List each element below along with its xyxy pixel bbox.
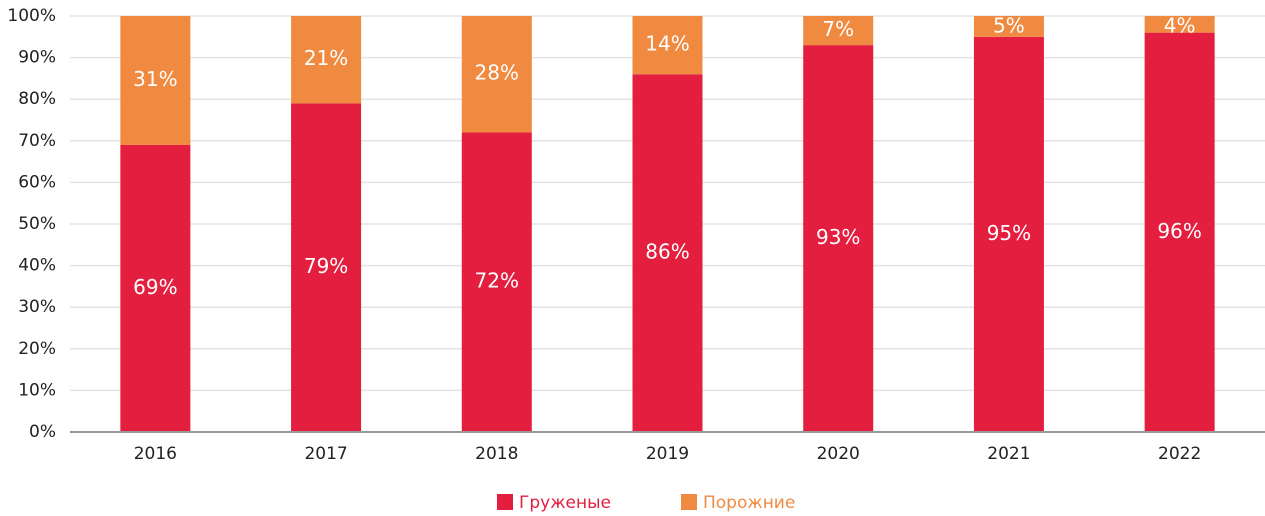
legend-swatch <box>681 494 697 510</box>
x-tick-label: 2019 <box>646 444 689 464</box>
bar-segment <box>973 16 1044 37</box>
y-tick-label: 100% <box>7 6 56 26</box>
bar-segment <box>120 144 191 432</box>
bar-segment <box>1144 32 1215 432</box>
bar-segment <box>1144 16 1215 33</box>
data-label: 72% <box>475 269 519 293</box>
x-tick-label: 2016 <box>134 444 177 464</box>
bar-segment <box>803 16 874 46</box>
x-tick-label: 2018 <box>475 444 518 464</box>
data-label: 14% <box>645 32 689 56</box>
x-tick-label: 2021 <box>987 444 1030 464</box>
y-tick-label: 20% <box>18 339 56 359</box>
data-label: 93% <box>816 225 860 249</box>
x-tick-label: 2020 <box>817 444 860 464</box>
data-label: 95% <box>987 221 1031 245</box>
data-label: 21% <box>304 46 348 70</box>
x-tick-label: 2022 <box>1158 444 1201 464</box>
y-tick-label: 70% <box>18 131 56 151</box>
data-label: 79% <box>304 254 348 278</box>
data-label: 7% <box>822 17 854 41</box>
data-label: 86% <box>645 240 689 264</box>
y-tick-label: 10% <box>18 380 56 400</box>
y-tick-label: 60% <box>18 172 56 192</box>
y-tick-label: 0% <box>29 422 56 442</box>
data-label: 4% <box>1164 14 1196 38</box>
bar-segment <box>973 36 1044 433</box>
y-tick-label: 40% <box>18 256 56 276</box>
legend-label: Груженые <box>519 493 611 513</box>
legend-swatch <box>497 494 513 510</box>
bar-segment <box>461 16 532 133</box>
y-tick-label: 30% <box>18 297 56 317</box>
bar-segment <box>632 74 703 433</box>
bar-segment <box>291 16 362 104</box>
bar-segment <box>120 16 191 145</box>
data-label: 69% <box>133 275 177 299</box>
data-label: 96% <box>1157 219 1201 243</box>
data-label: 28% <box>475 61 519 85</box>
bar-segment <box>291 103 362 433</box>
bar-segment <box>461 132 532 433</box>
y-tick-label: 90% <box>18 48 56 68</box>
x-tick-label: 2017 <box>304 444 347 464</box>
bar-segment <box>803 45 874 433</box>
legend-label: Порожние <box>703 493 795 513</box>
y-tick-label: 80% <box>18 89 56 109</box>
data-label: 31% <box>133 67 177 91</box>
y-tick-label: 50% <box>18 214 56 234</box>
data-label: 5% <box>993 14 1025 38</box>
bar-segment <box>632 16 703 75</box>
